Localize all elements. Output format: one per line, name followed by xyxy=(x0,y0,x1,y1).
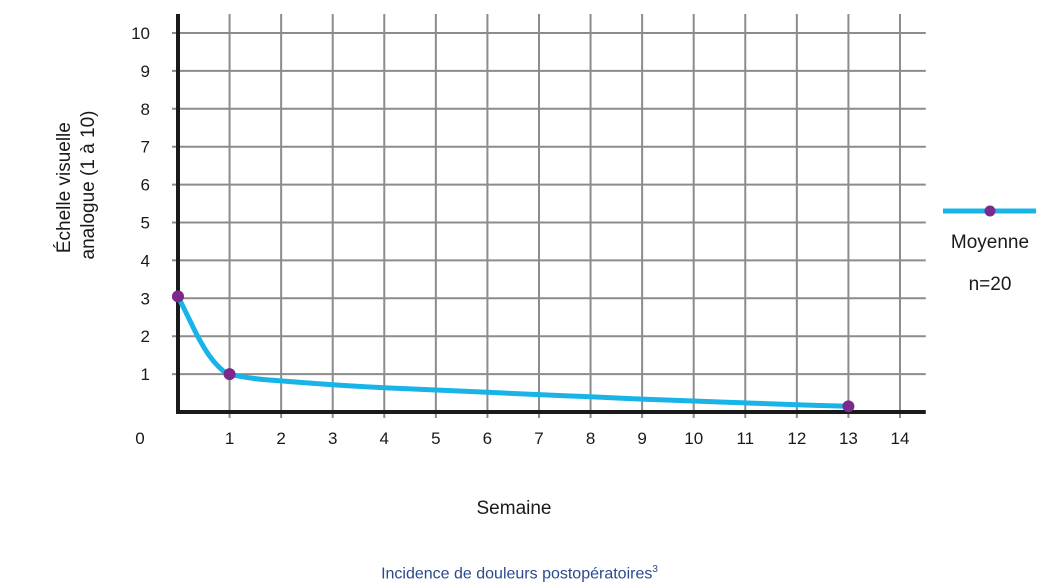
x-tick-label-12: 12 xyxy=(787,429,806,448)
x-tick-label-1: 1 xyxy=(225,429,234,448)
y-tick-label-7: 7 xyxy=(141,138,150,157)
data-point-1 xyxy=(223,368,236,381)
y-tick-label-5: 5 xyxy=(141,214,150,233)
y-tick-label-4: 4 xyxy=(141,251,150,270)
y-tick-label-8: 8 xyxy=(141,100,150,119)
data-point-2 xyxy=(842,400,855,413)
x-tick-label-4: 4 xyxy=(380,429,389,448)
caption-reference: 3 xyxy=(652,564,658,575)
series-line-moyenne xyxy=(175,293,851,409)
series-layer xyxy=(172,290,855,413)
x-tick-label-10: 10 xyxy=(684,429,703,448)
x-tick-label-13: 13 xyxy=(839,429,858,448)
y-tick-label-6: 6 xyxy=(141,176,150,195)
y-tick-label-3: 3 xyxy=(141,289,150,308)
data-point-0 xyxy=(172,290,184,303)
x-tick-label-9: 9 xyxy=(637,429,646,448)
y-axis-label-line-2: analogue (1 à 10) xyxy=(78,111,99,260)
x-tick-label-6: 6 xyxy=(483,429,492,448)
caption-text: Incidence de douleurs postopératoires xyxy=(381,565,653,583)
legend-series-name: Moyenne xyxy=(951,232,1029,253)
y-tick-label-1: 1 xyxy=(141,365,150,384)
x-tick-label-11: 11 xyxy=(736,429,754,448)
legend-marker xyxy=(984,205,996,217)
x-axis-label: Semaine xyxy=(477,498,552,519)
x-tick-labels: 1 2 3 4 5 6 7 8 9 10 11 12 13 14 xyxy=(225,429,910,448)
figure-caption: Incidence de douleurs postopératoires3 xyxy=(0,564,1039,583)
x-tick-label-8: 8 xyxy=(586,429,595,448)
y-tick-labels: 1 2 3 4 5 6 7 8 9 10 xyxy=(131,24,150,384)
legend-sample-size: n=20 xyxy=(969,274,1012,295)
x-tick-label-5: 5 xyxy=(431,429,440,448)
y-axis-label-line-1: Échelle visuelle xyxy=(54,122,75,253)
x-tick-label-7: 7 xyxy=(534,429,543,448)
legend: Moyenne n=20 xyxy=(943,205,1036,295)
origin-label: 0 xyxy=(135,429,144,448)
y-tick-label-2: 2 xyxy=(141,327,150,346)
axes xyxy=(176,14,926,414)
y-axis-label: Échelle visuelle analogue (1 à 10) xyxy=(54,111,99,260)
x-tick-label-14: 14 xyxy=(891,429,910,448)
x-tick-label-2: 2 xyxy=(276,429,285,448)
y-tick-label-9: 9 xyxy=(141,62,150,81)
y-tick-label-10: 10 xyxy=(131,24,150,43)
grid xyxy=(172,14,926,418)
x-tick-label-3: 3 xyxy=(328,429,337,448)
